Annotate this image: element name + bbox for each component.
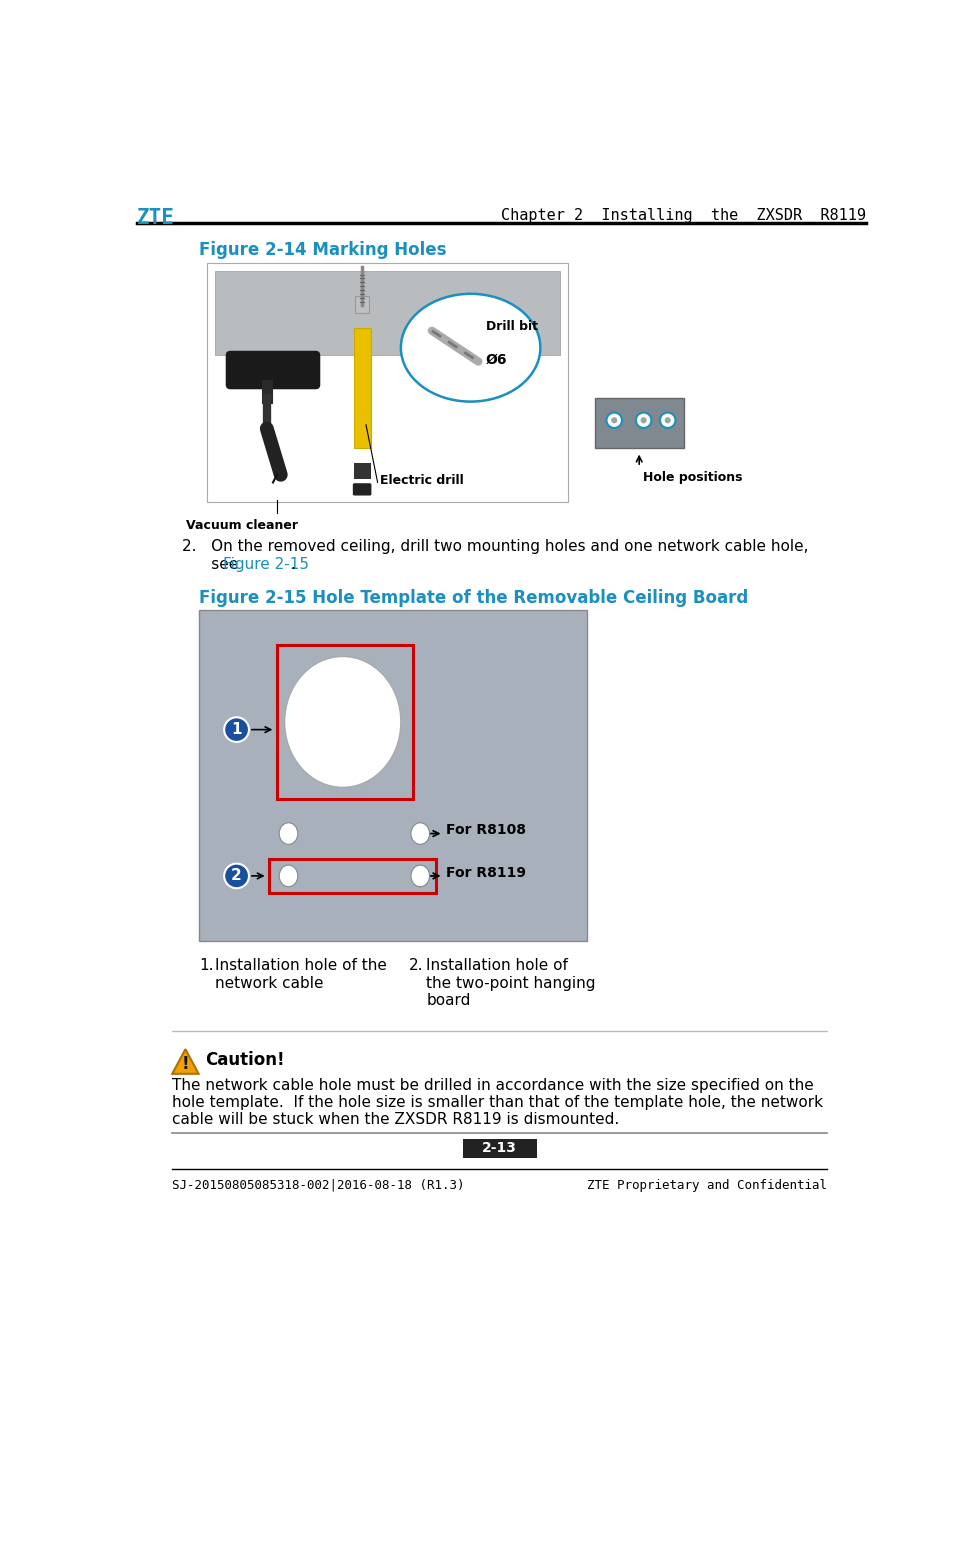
Bar <box>277 645 412 798</box>
Circle shape <box>665 417 671 423</box>
Text: Vacuum cleaner: Vacuum cleaner <box>186 519 298 532</box>
Text: Drill bit: Drill bit <box>487 319 538 333</box>
Bar <box>354 463 370 479</box>
Text: hole template.  If the hole size is smaller than that of the template hole, the : hole template. If the hole size is small… <box>173 1094 823 1110</box>
Ellipse shape <box>410 823 430 845</box>
FancyBboxPatch shape <box>226 350 320 389</box>
Text: 2: 2 <box>231 868 242 884</box>
Circle shape <box>224 863 249 888</box>
Bar <box>269 859 436 893</box>
Bar <box>595 398 683 448</box>
Text: Electric drill: Electric drill <box>380 474 464 487</box>
Text: 1.: 1. <box>199 958 214 973</box>
Text: The network cable hole must be drilled in accordance with the size specified on : The network cable hole must be drilled i… <box>173 1077 814 1093</box>
Circle shape <box>660 412 676 428</box>
Text: 2.   On the removed ceiling, drill two mounting holes and one network cable hole: 2. On the removed ceiling, drill two mou… <box>182 539 809 553</box>
Ellipse shape <box>401 294 540 401</box>
Text: .: . <box>290 556 294 572</box>
Text: Figure 2-15 Hole Template of the Removable Ceiling Board: Figure 2-15 Hole Template of the Removab… <box>199 589 749 606</box>
Circle shape <box>606 412 622 428</box>
Ellipse shape <box>279 823 297 845</box>
Text: Chapter 2  Installing  the  ZXSDR  R8119: Chapter 2 Installing the ZXSDR R8119 <box>501 208 866 223</box>
Text: Figure 2-15: Figure 2-15 <box>222 556 309 572</box>
Circle shape <box>636 412 651 428</box>
Polygon shape <box>173 1049 199 1074</box>
Text: Figure 2-14 Marking Holes: Figure 2-14 Marking Holes <box>199 242 447 259</box>
Text: 2-13: 2-13 <box>483 1141 517 1155</box>
Text: ZTE Proprietary and Confidential: ZTE Proprietary and Confidential <box>587 1178 827 1192</box>
Text: For R8119: For R8119 <box>446 866 526 880</box>
Bar <box>214 271 560 355</box>
Text: 2.: 2. <box>409 958 423 973</box>
Text: 1: 1 <box>231 722 242 738</box>
Circle shape <box>224 718 249 742</box>
Ellipse shape <box>285 657 401 787</box>
Text: SJ-20150805085318-002|2016-08-18 (R1.3): SJ-20150805085318-002|2016-08-18 (R1.3) <box>173 1178 465 1192</box>
Circle shape <box>611 417 617 423</box>
Text: For R8108: For R8108 <box>446 823 526 837</box>
Text: Installation hole of
the two-point hanging
board: Installation hole of the two-point hangi… <box>426 958 596 1008</box>
Text: Hole positions: Hole positions <box>644 471 743 484</box>
Circle shape <box>641 417 646 423</box>
Ellipse shape <box>410 865 430 887</box>
Bar <box>199 611 587 941</box>
Bar <box>354 329 370 448</box>
Ellipse shape <box>279 865 297 887</box>
Text: ZTE: ZTE <box>137 208 176 228</box>
Bar <box>355 296 370 313</box>
Text: !: ! <box>181 1056 189 1074</box>
Text: see: see <box>182 556 239 572</box>
Text: cable will be stuck when the ZXSDR R8119 is dismounted.: cable will be stuck when the ZXSDR R8119… <box>173 1111 619 1127</box>
Bar <box>207 264 567 502</box>
Text: Caution!: Caution! <box>206 1051 286 1070</box>
Text: Installation hole of the
network cable: Installation hole of the network cable <box>214 958 387 990</box>
Bar <box>463 1139 536 1158</box>
FancyBboxPatch shape <box>353 484 371 496</box>
Text: Ø6: Ø6 <box>487 352 508 366</box>
